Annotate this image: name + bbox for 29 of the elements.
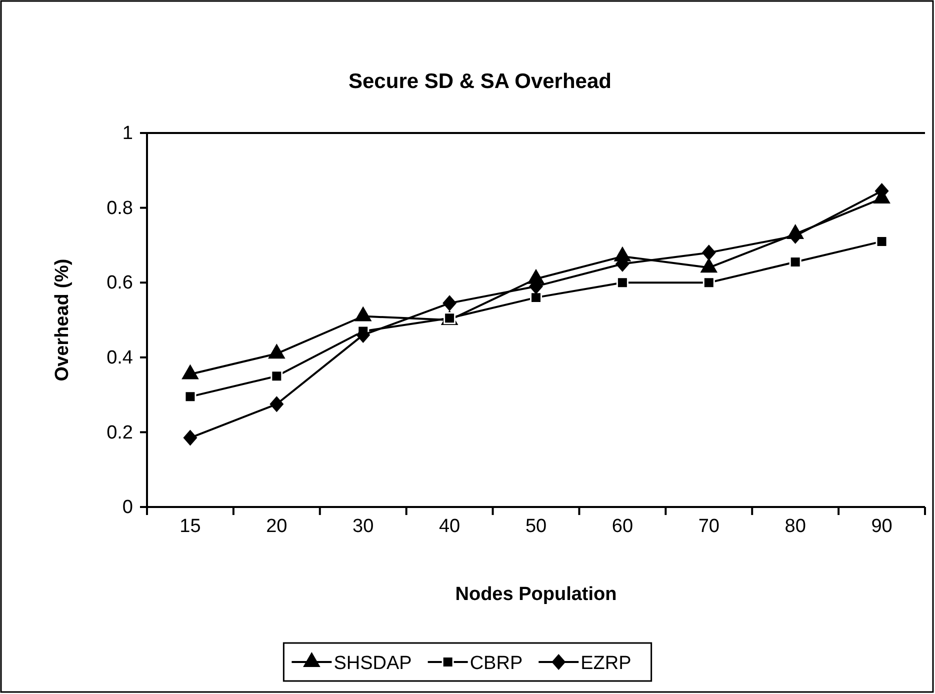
point bbox=[702, 244, 716, 261]
point bbox=[442, 295, 457, 312]
x-tick-label: 70 bbox=[698, 516, 720, 537]
point bbox=[270, 370, 283, 382]
x-tick-label: 90 bbox=[871, 516, 892, 537]
point bbox=[270, 396, 284, 412]
x-tick-label: 20 bbox=[266, 516, 288, 537]
x-tick-label: 15 bbox=[180, 516, 201, 537]
point bbox=[183, 430, 198, 446]
legend-label: CBRP bbox=[470, 653, 523, 674]
y-tick-label: 0.8 bbox=[106, 198, 133, 219]
point bbox=[702, 276, 715, 289]
point bbox=[616, 276, 628, 289]
x-axis-title: Nodes Population bbox=[455, 584, 617, 605]
x-tick-label: 60 bbox=[612, 516, 634, 537]
legend-label: SHSDAP bbox=[334, 653, 412, 674]
y-tick-label: 0.4 bbox=[106, 347, 134, 368]
y-tick-label: 0.6 bbox=[106, 272, 133, 294]
y-tick-label: 1 bbox=[122, 123, 133, 144]
y-tick-label: 0.2 bbox=[106, 422, 133, 444]
point bbox=[184, 390, 196, 403]
x-tick-label: 50 bbox=[525, 516, 547, 537]
x-tick-label: 40 bbox=[438, 516, 460, 537]
y-axis-title: Overhead (%) bbox=[52, 258, 73, 382]
legend-label: EZRP bbox=[580, 653, 632, 674]
y-tick-label: 0 bbox=[122, 497, 133, 518]
chart-title: Secure SD & SA Overhead bbox=[348, 70, 612, 93]
x-tick-label: 80 bbox=[784, 516, 806, 537]
x-tick-label: 30 bbox=[352, 516, 374, 537]
